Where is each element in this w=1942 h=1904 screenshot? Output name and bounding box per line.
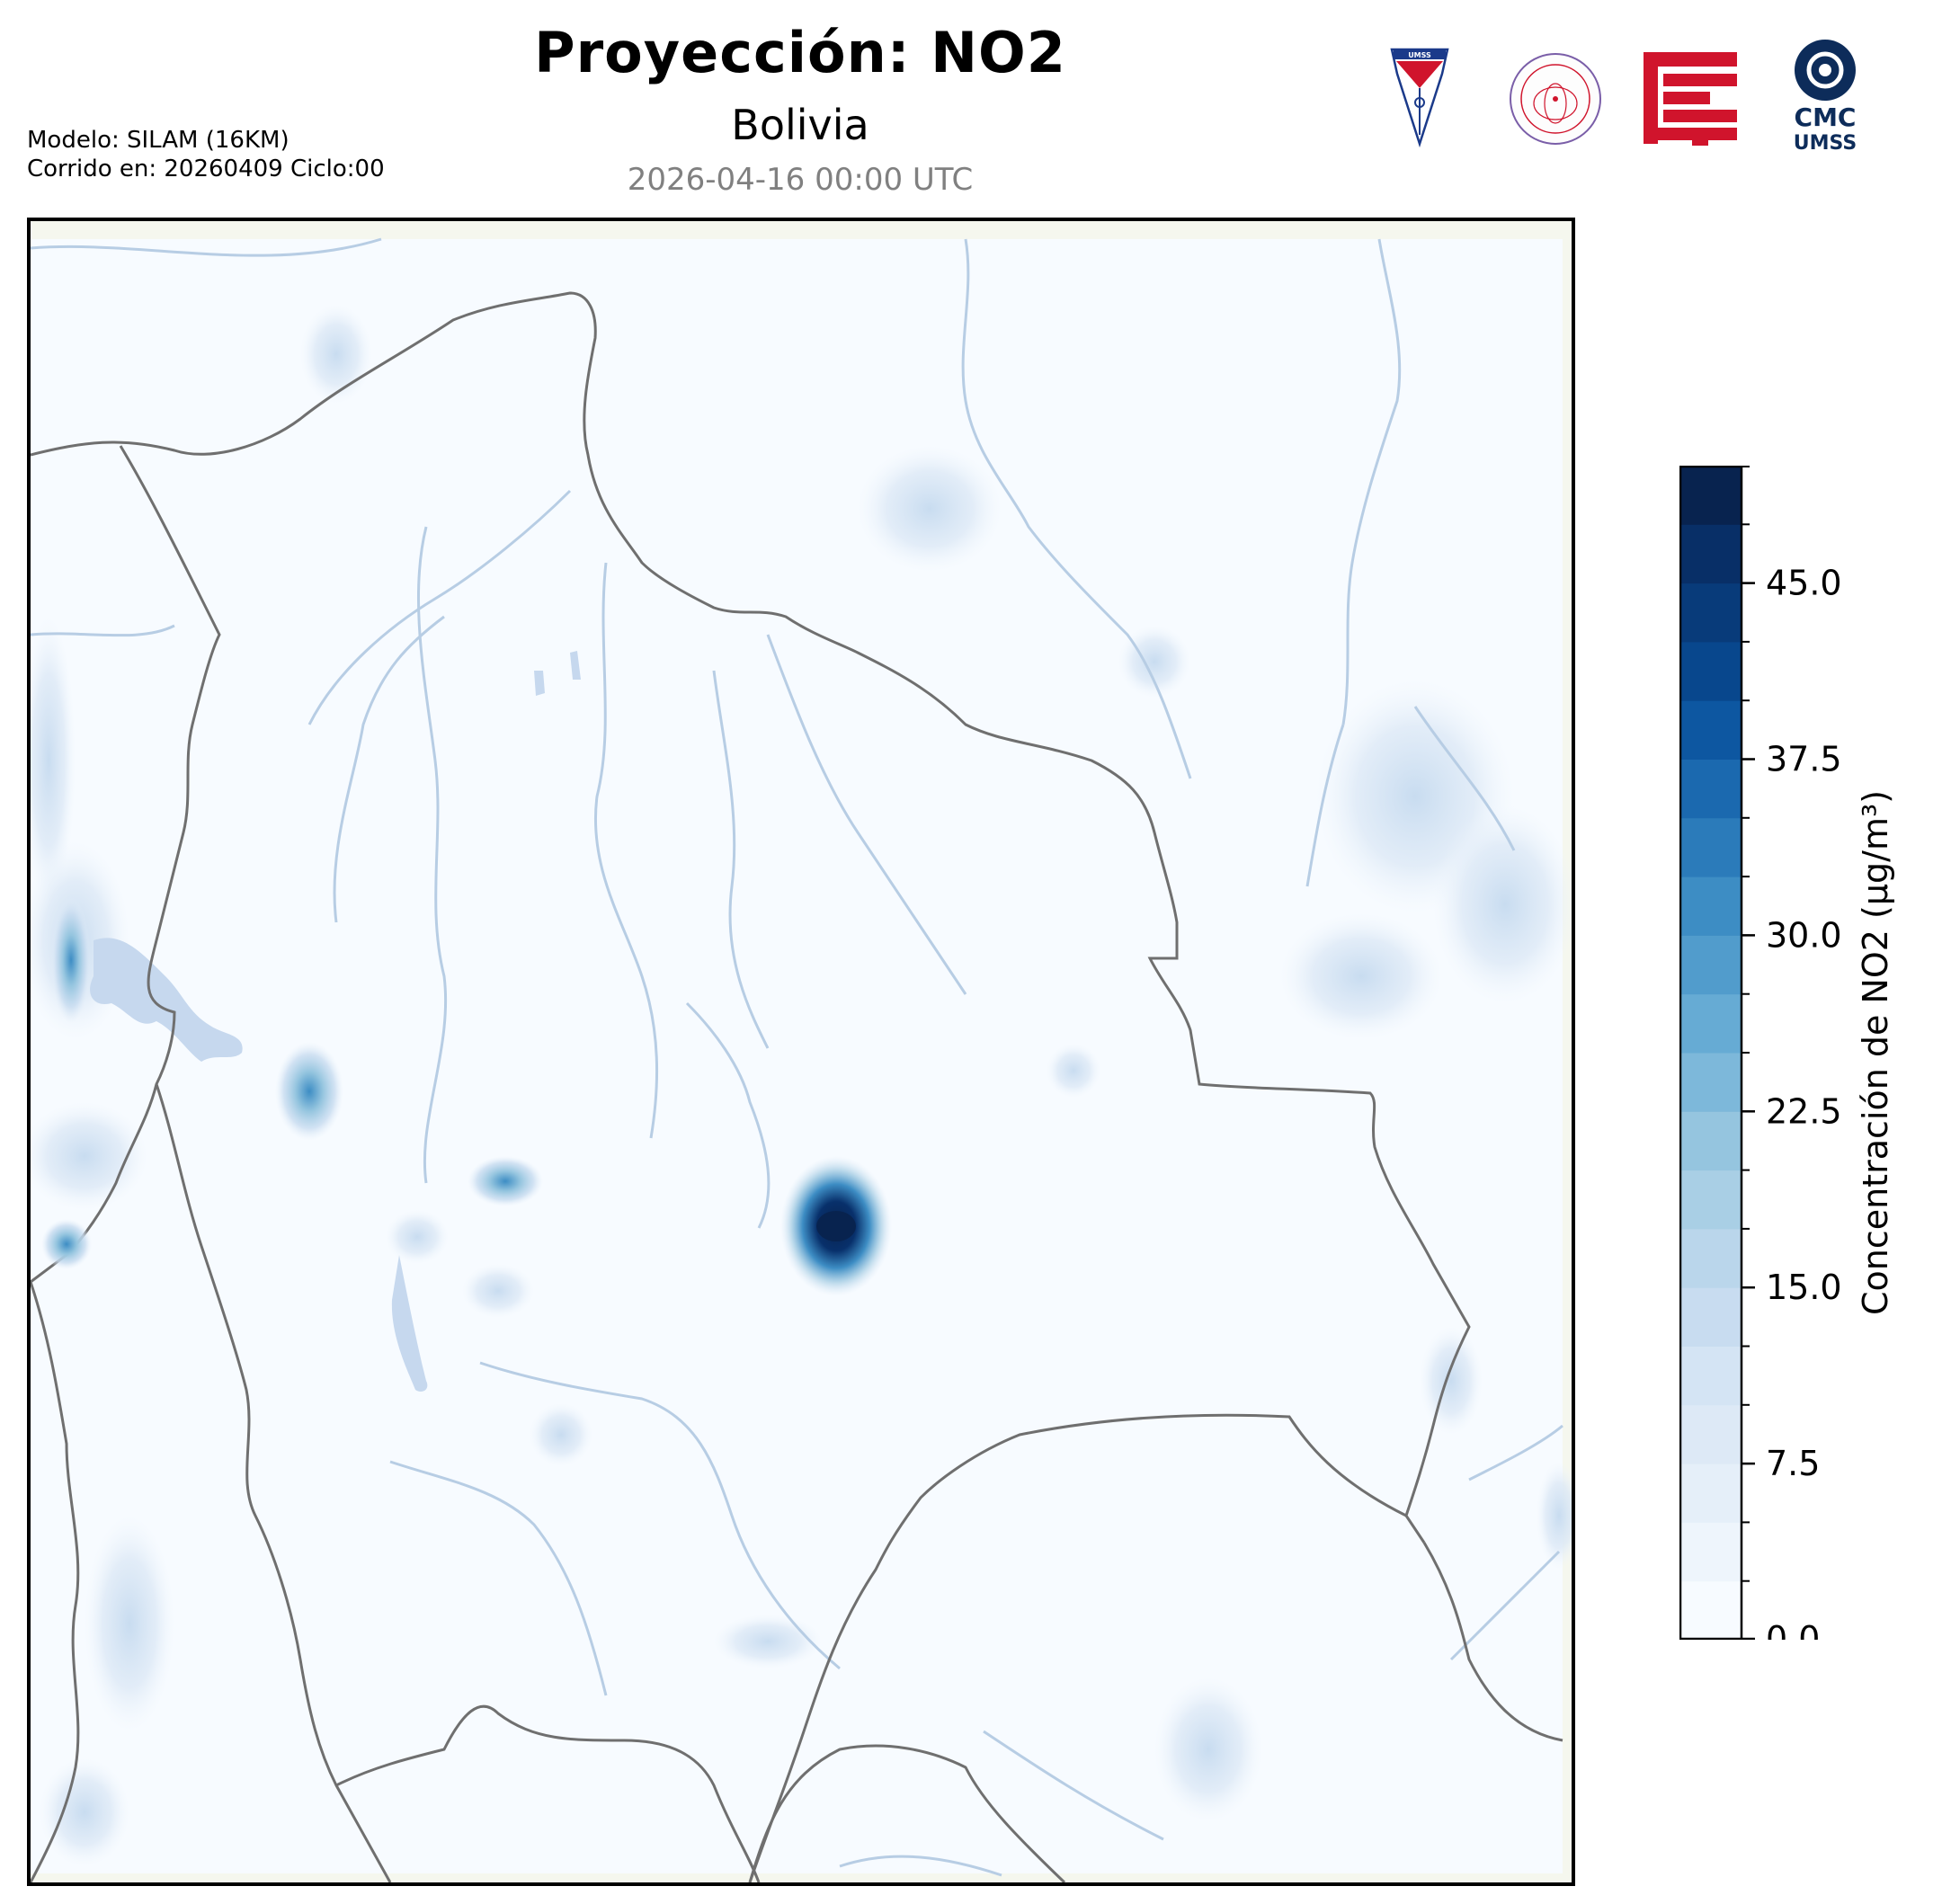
colorbar-frame xyxy=(1679,465,1743,1641)
map-panel[interactable] xyxy=(27,218,1575,1886)
colorbar-segment xyxy=(1679,524,1742,584)
model-info: Modelo: SILAM (16KM) Corrido en: 2026040… xyxy=(27,126,385,183)
colorbar-segment xyxy=(1679,1170,1742,1230)
colorbar-segment xyxy=(1679,1111,1742,1171)
umss-shield-logo: UMSS xyxy=(1390,48,1449,148)
colorbar-segment xyxy=(1679,1346,1742,1406)
run-line: Corrido en: 20260409 Ciclo:00 xyxy=(27,156,385,182)
model-line: Modelo: SILAM (16KM) xyxy=(27,127,290,154)
map-canvas[interactable] xyxy=(31,221,1572,1882)
colorbar-segment xyxy=(1679,1053,1742,1112)
colorbar-segment xyxy=(1679,700,1742,760)
colorbar-segment xyxy=(1679,759,1742,819)
colorbar-tick-label: 7.5 xyxy=(1766,1444,1820,1483)
red-geometric-logo xyxy=(1644,52,1737,146)
departamento-fisica-seal-logo xyxy=(1510,53,1601,145)
colorbar-tick-label: 30.0 xyxy=(1766,915,1842,955)
colorbar-segment xyxy=(1679,1580,1742,1641)
concentration-patches xyxy=(31,305,1572,1866)
svg-text:UMSS: UMSS xyxy=(1408,51,1431,59)
region-subtitle: Bolivia xyxy=(731,101,869,149)
colorbar-segment xyxy=(1679,935,1742,995)
svg-text:UMSS: UMSS xyxy=(1794,132,1857,155)
colorbar-tick-label: 0.0 xyxy=(1766,1619,1820,1640)
colorbar-segment xyxy=(1679,993,1742,1054)
rivers xyxy=(31,237,1563,1877)
svg-text:CMC: CMC xyxy=(1795,102,1857,132)
cmc-umss-logo: CMC UMSS xyxy=(1794,40,1857,155)
colorbar-tick-label: 45.0 xyxy=(1766,564,1842,603)
colorbar-segment xyxy=(1679,641,1742,701)
chart-title: Proyección: NO2 xyxy=(534,20,1066,85)
country-borders xyxy=(31,291,1563,1882)
lakes xyxy=(90,651,581,1392)
colorbar-segment xyxy=(1679,1522,1742,1582)
valid-time: 2026-04-16 00:00 UTC xyxy=(627,162,974,198)
colorbar-segment xyxy=(1679,1228,1742,1288)
logo-strip: UMSS CMC UMSS xyxy=(1376,36,1915,162)
colorbar-tick-label: 37.5 xyxy=(1766,740,1842,779)
colorbar-segment xyxy=(1679,1404,1742,1464)
colorbar-segment xyxy=(1679,466,1742,525)
colorbar-segment xyxy=(1679,876,1742,936)
colorbar-segment xyxy=(1679,817,1742,877)
colorbar-label: Concentración de NO2 (µg/m³) xyxy=(1856,789,1895,1316)
colorbar-tick-label: 22.5 xyxy=(1766,1091,1842,1131)
colorbar-segment xyxy=(1679,583,1742,643)
colorbar-segment xyxy=(1679,1464,1742,1523)
colorbar: 0.0 7.5 15.0 22.5 30.0 37.5 45.0 xyxy=(1679,465,1842,1659)
colorbar-canvas: 0.0 7.5 15.0 22.5 30.0 37.5 45.0 xyxy=(1679,465,1842,1659)
no2-hotspots xyxy=(41,897,892,1296)
colorbar-segment xyxy=(1679,1287,1742,1347)
colorbar-tick-label: 15.0 xyxy=(1766,1268,1842,1307)
